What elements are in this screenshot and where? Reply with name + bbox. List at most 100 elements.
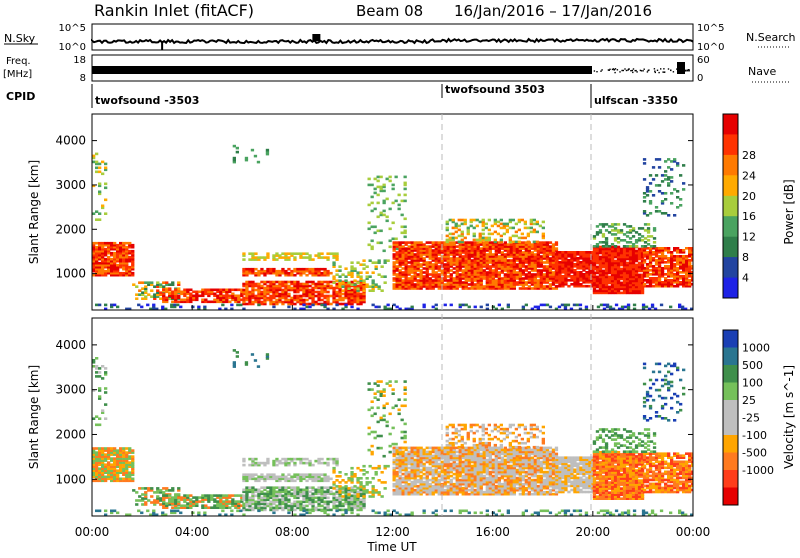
power-cell <box>482 219 485 222</box>
power-cell <box>405 247 408 250</box>
power-cell <box>242 289 245 292</box>
power-cell <box>101 173 104 176</box>
velocity-cell <box>380 435 383 438</box>
power-cell <box>438 241 441 244</box>
power-cell <box>417 241 420 244</box>
power-cell <box>314 268 317 271</box>
power-cell <box>272 268 275 271</box>
power-cell <box>638 233 641 236</box>
power-cell <box>456 249 459 252</box>
power-cell <box>635 245 638 248</box>
power-cell <box>543 241 546 244</box>
power-cell <box>531 251 534 254</box>
power-cell <box>555 251 558 254</box>
freq-dot <box>596 71 597 72</box>
power-cell <box>350 281 353 284</box>
power-cell <box>287 306 290 309</box>
power-cell <box>670 251 673 254</box>
power-cell <box>534 253 537 256</box>
power-cell <box>266 297 269 300</box>
velocity-cell <box>159 497 162 500</box>
velocity-cell <box>141 497 144 500</box>
power-cell <box>585 285 588 288</box>
power-cell <box>392 222 395 225</box>
power-cell <box>658 247 661 250</box>
freq-dot <box>662 71 663 72</box>
velocity-cell <box>293 462 296 465</box>
power-cell <box>664 174 667 177</box>
power-cell <box>140 306 143 309</box>
power-cell <box>525 304 528 307</box>
power-cell <box>402 279 405 282</box>
power-cell <box>567 304 570 307</box>
velocity-cell <box>338 481 341 484</box>
power-cell <box>494 219 497 222</box>
power-cell <box>617 237 620 240</box>
power-cell <box>317 252 320 255</box>
power-cell <box>664 212 667 215</box>
power-cell <box>231 289 234 292</box>
power-cell <box>515 235 518 238</box>
power-cell <box>682 164 685 167</box>
power-cell <box>98 163 101 166</box>
velocity-cell <box>95 371 98 374</box>
velocity-cell <box>186 502 189 505</box>
power-cell <box>131 272 134 275</box>
power-cell <box>293 268 296 271</box>
velocity-cell <box>305 462 308 465</box>
velocity-cell <box>308 495 311 498</box>
power-cell <box>676 255 679 258</box>
power-cell <box>344 275 347 278</box>
power-cell <box>239 304 242 307</box>
power-cell <box>371 246 374 249</box>
power-cell <box>101 242 104 245</box>
velocity-cell <box>356 493 359 496</box>
power-cell <box>383 250 386 253</box>
power-cell <box>281 289 284 292</box>
power-cell <box>576 304 579 307</box>
power-cell <box>423 271 426 274</box>
power-cell <box>338 275 341 278</box>
velocity-cell <box>347 487 350 490</box>
velocity-cell <box>372 467 375 470</box>
power-cell <box>444 283 447 286</box>
power-cell <box>392 202 395 205</box>
power-cell <box>296 252 299 255</box>
velocity-cell <box>210 506 213 509</box>
power-cell <box>670 279 673 282</box>
power-cell <box>128 250 131 253</box>
power-cell <box>173 304 176 307</box>
power-cell <box>534 306 537 309</box>
power-cell <box>525 265 528 268</box>
freq-dot <box>640 70 641 71</box>
power-cell <box>552 271 555 274</box>
velocity-cell <box>332 487 335 490</box>
power-cell <box>534 273 537 276</box>
power-cell <box>248 281 251 284</box>
freq-dot <box>628 69 629 70</box>
power-cell <box>374 192 377 195</box>
freq-dot <box>632 70 633 71</box>
power-cell <box>302 283 305 286</box>
velocity-cell <box>323 501 326 504</box>
velocity-cell <box>138 495 141 498</box>
power-cell <box>132 283 135 286</box>
power-cell <box>447 275 450 278</box>
power-cell <box>506 223 509 226</box>
power-cell <box>643 162 646 165</box>
power-cell <box>549 241 552 244</box>
power-cell <box>558 261 561 264</box>
power-cell <box>257 161 260 164</box>
power-cell <box>516 281 519 284</box>
power-cell <box>242 283 245 286</box>
power-cell <box>329 295 332 298</box>
power-cell <box>302 252 305 255</box>
power-cell <box>549 245 552 248</box>
velocity-cell <box>225 494 228 497</box>
power-cell <box>326 281 329 284</box>
beam-label: Beam 08 <box>356 2 423 20</box>
velocity-cell <box>210 494 213 497</box>
power-cell <box>233 145 236 148</box>
velocity-cell <box>195 496 198 499</box>
